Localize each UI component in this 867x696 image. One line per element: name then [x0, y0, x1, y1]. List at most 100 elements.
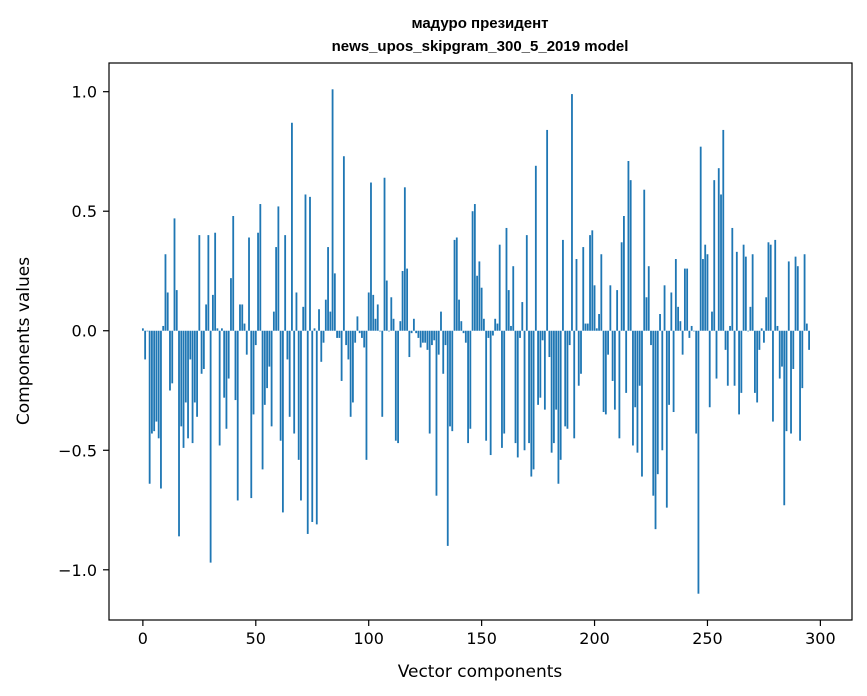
bar-234 [670, 292, 673, 331]
bar-265 [740, 330, 743, 393]
bar-238 [679, 321, 682, 331]
bar-157 [496, 323, 499, 331]
bar-139 [455, 237, 458, 331]
bar-162 [507, 290, 510, 331]
bar-198 [589, 235, 591, 331]
bar-4 [151, 330, 153, 434]
bar-295 [808, 330, 810, 350]
bar-219 [636, 330, 639, 453]
bar-163 [510, 325, 512, 331]
bar-144 [467, 330, 469, 444]
bar-285 [785, 330, 788, 432]
bar-102 [372, 294, 375, 331]
bar-152 [485, 330, 488, 441]
bar-3 [148, 330, 151, 484]
bar-145 [469, 330, 472, 429]
bar-116 [403, 187, 406, 331]
bar-110 [390, 297, 393, 331]
bar-28 [205, 304, 208, 331]
bar-23 [193, 330, 196, 403]
bar-142 [462, 330, 465, 334]
bar-160 [503, 330, 506, 434]
bar-195 [582, 247, 585, 331]
bar-274 [760, 328, 763, 331]
bar-278 [769, 244, 772, 331]
bar-281 [776, 325, 779, 331]
y-tick-label: −0.5 [58, 441, 97, 460]
bar-294 [805, 323, 808, 331]
bar-114 [399, 321, 402, 331]
bar-103 [374, 318, 377, 331]
bar-43 [239, 304, 241, 331]
bar-250 [706, 254, 709, 331]
bar-67 [293, 330, 296, 434]
bar-181 [550, 330, 553, 453]
x-axis-ticks: 0 50 100 150 200 250 300 [138, 620, 836, 648]
bar-293 [803, 254, 806, 331]
bar-17 [180, 330, 183, 427]
bar-60 [277, 206, 280, 331]
bar-34 [218, 330, 221, 446]
bar-96 [358, 330, 361, 334]
bar-245 [695, 330, 698, 434]
bar-5 [153, 330, 156, 432]
bar-215 [627, 161, 630, 331]
bar-284 [783, 330, 786, 506]
bar-118 [408, 330, 411, 358]
bar-263 [735, 251, 738, 331]
bar-228 [656, 330, 659, 475]
bar-203 [600, 254, 603, 331]
bar-266 [742, 244, 745, 331]
bar-268 [747, 330, 750, 332]
bar-71 [302, 306, 305, 331]
bar-230 [661, 330, 664, 451]
bar-12 [169, 330, 171, 391]
bar-251 [708, 330, 711, 408]
bar-31 [211, 294, 214, 331]
bar-47 [248, 237, 250, 331]
bar-11 [166, 292, 169, 331]
bar-224 [647, 266, 650, 331]
bar-135 [446, 330, 449, 546]
bar-231 [663, 285, 666, 331]
bar-288 [792, 330, 795, 369]
bar-70 [300, 330, 302, 501]
bar-136 [449, 330, 451, 427]
bar-109 [388, 330, 390, 332]
bar-291 [799, 330, 801, 441]
bar-46 [245, 330, 248, 355]
bar-131 [437, 330, 440, 355]
bar-202 [598, 314, 600, 331]
bar-77 [315, 330, 318, 525]
bar-233 [668, 330, 670, 405]
bar-240 [683, 268, 686, 331]
bar-262 [733, 330, 736, 386]
x-tick-label: 250 [692, 629, 723, 648]
bar-98 [363, 330, 366, 348]
bar-158 [498, 244, 501, 331]
bar-200 [593, 285, 596, 331]
bar-223 [645, 297, 648, 331]
bar-112 [394, 330, 397, 441]
bar-33 [216, 328, 219, 331]
bar-196 [584, 323, 587, 331]
bar-39 [230, 278, 232, 331]
bar-175 [537, 330, 539, 405]
bar-260 [729, 325, 731, 331]
bar-272 [756, 330, 759, 403]
bar-151 [482, 318, 485, 331]
bar-229 [659, 314, 661, 331]
bar-255 [717, 168, 720, 331]
bar-59 [275, 247, 278, 331]
bar-270 [751, 254, 754, 331]
bar-19 [184, 330, 187, 403]
bar-82 [327, 247, 329, 331]
bar-45 [243, 323, 246, 331]
bar-69 [297, 330, 300, 460]
bar-88 [340, 330, 343, 381]
bar-174 [534, 165, 537, 331]
bar-292 [801, 330, 804, 389]
bar-7 [157, 330, 160, 439]
bar-100 [367, 292, 370, 331]
